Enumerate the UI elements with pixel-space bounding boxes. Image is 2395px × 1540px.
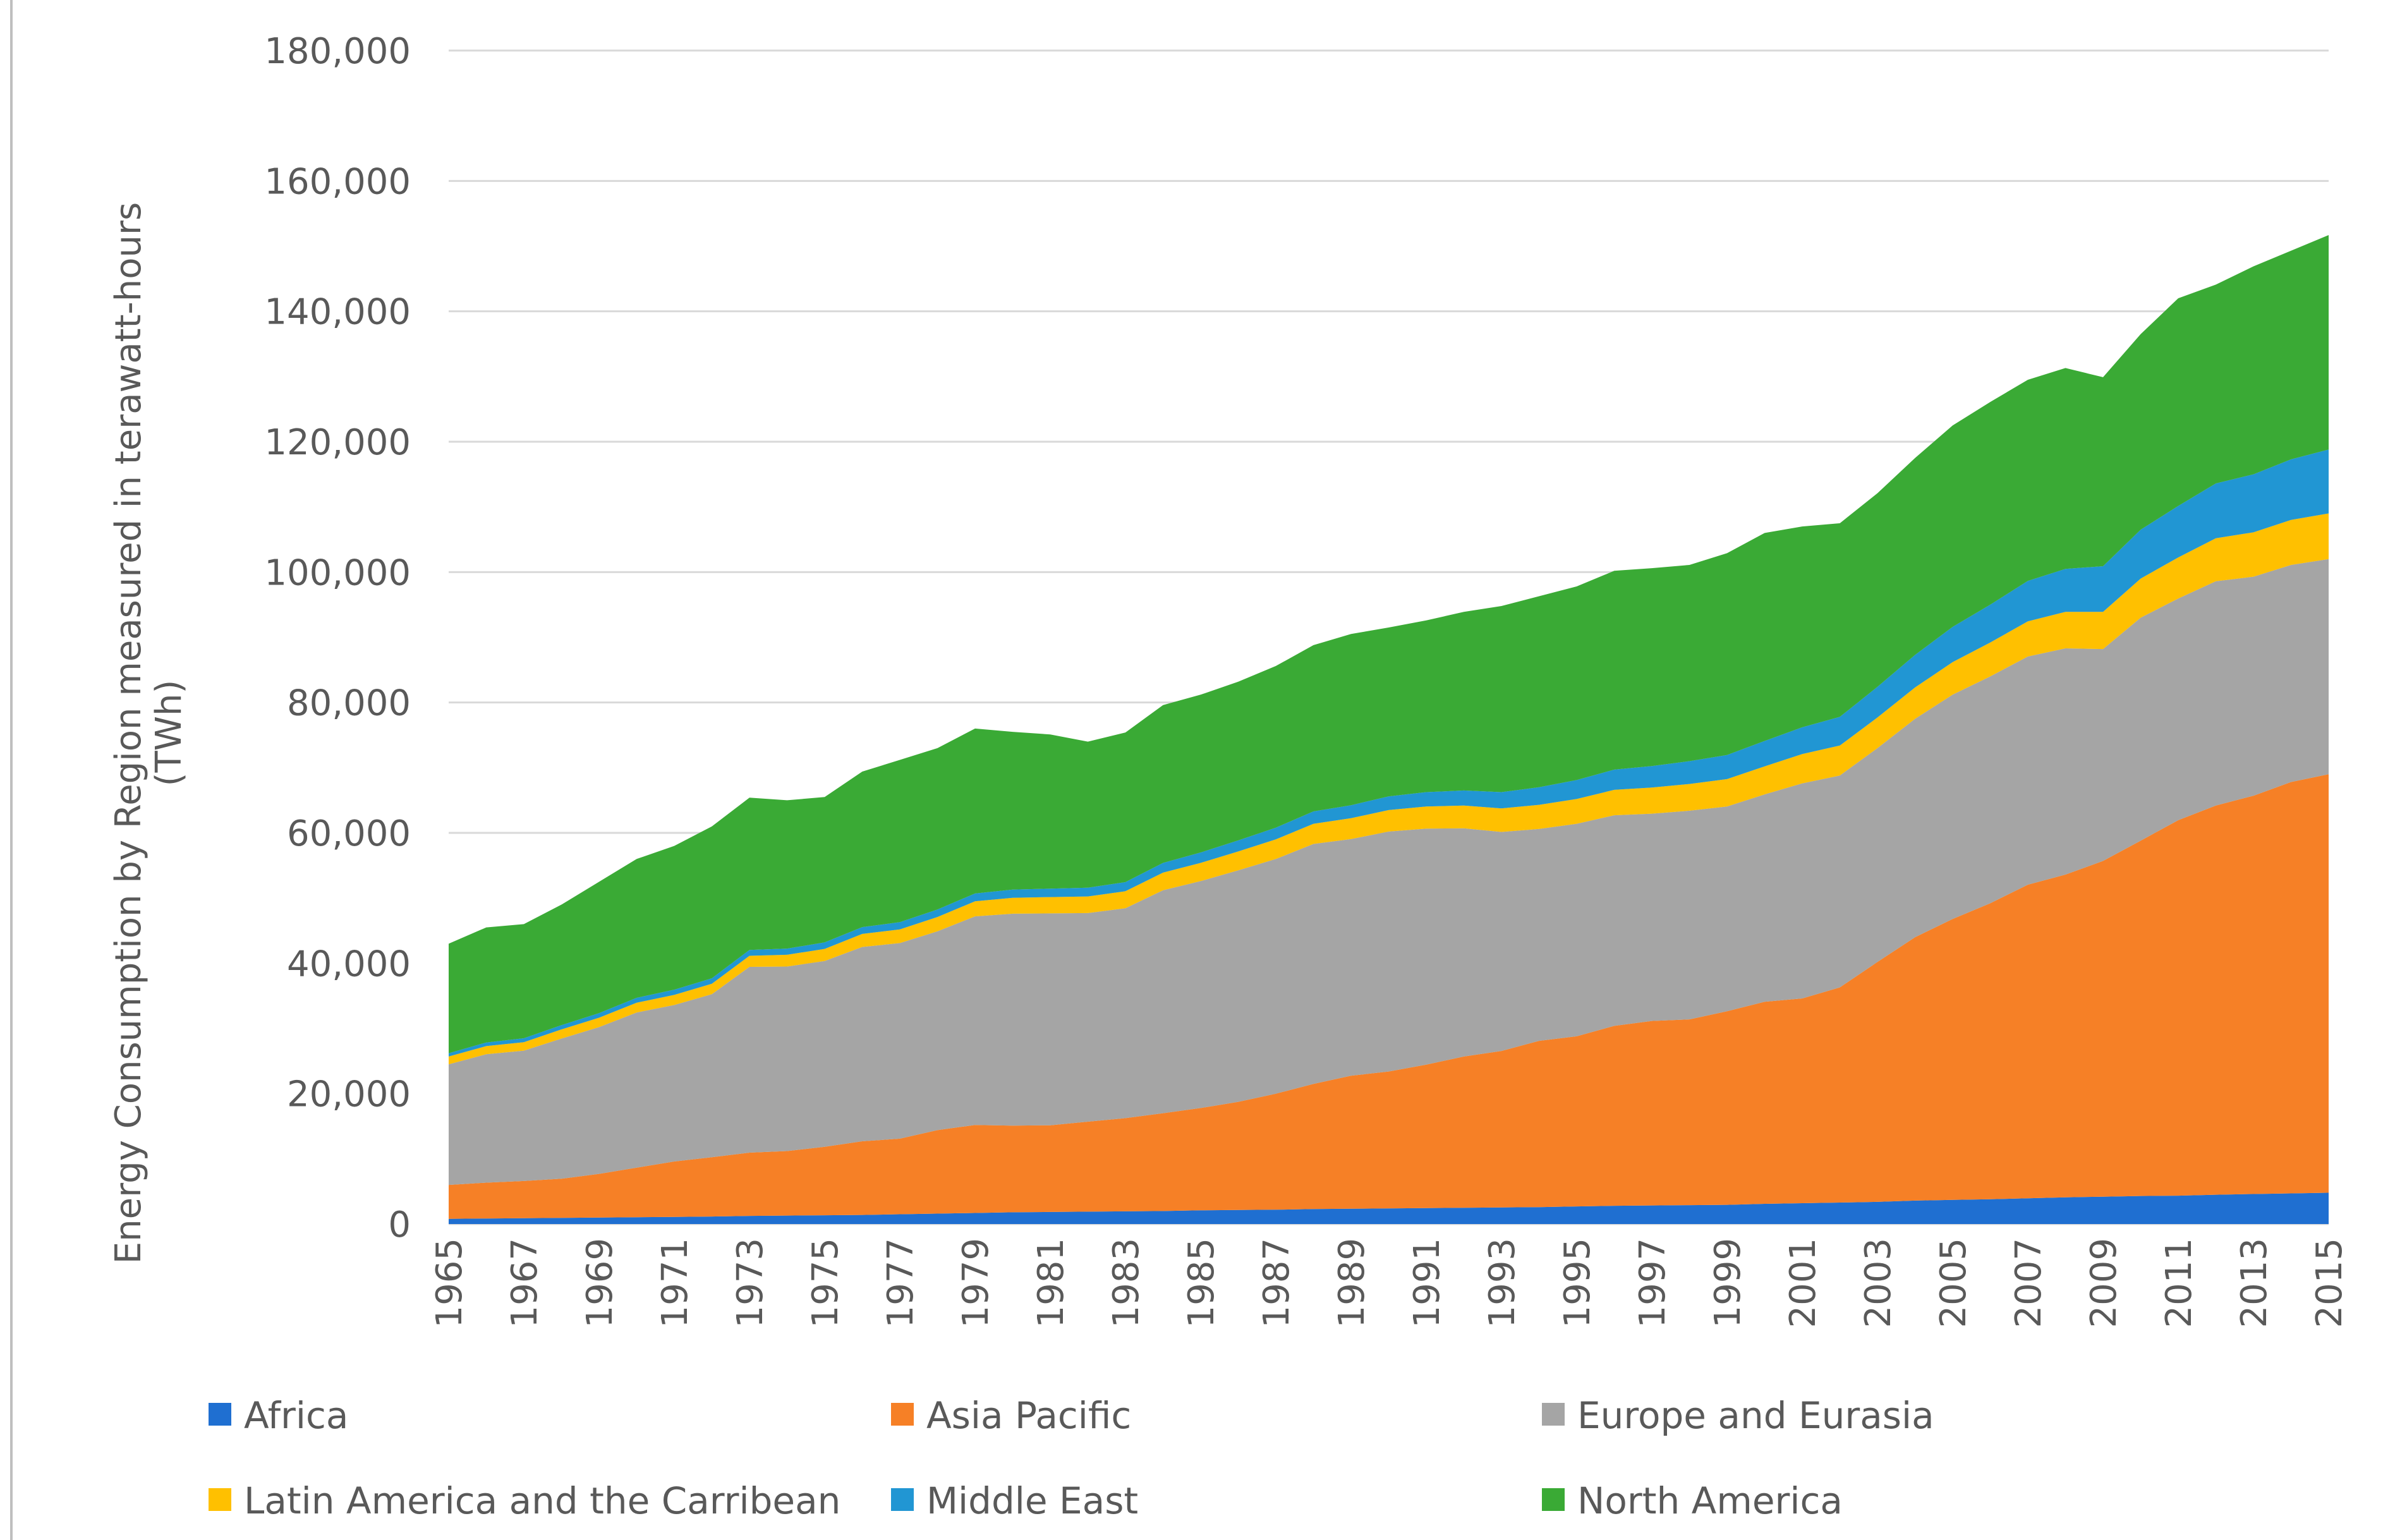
y-tick-label: 120,000 [264, 422, 411, 463]
legend-swatch [209, 1403, 231, 1426]
x-tick-label: 1987 [1256, 1238, 1297, 1328]
x-tick-label: 1999 [1707, 1238, 1749, 1328]
x-tick-label: 1973 [730, 1238, 771, 1328]
x-tick-label: 1969 [579, 1238, 621, 1328]
x-tick-label: 2007 [2008, 1238, 2049, 1328]
y-axis-tick-labels: 0 20,000 40,000 60,000 80,000 100,000 120,000 1… [264, 31, 411, 1246]
area-series-3 [449, 513, 2329, 1065]
x-tick-label: 1995 [1557, 1238, 1598, 1328]
y-tick-label: 180,000 [264, 31, 411, 72]
x-tick-label: 2013 [2234, 1238, 2275, 1328]
x-tick-label: 1967 [504, 1238, 545, 1328]
legend-swatch [891, 1403, 914, 1426]
x-tick-label: 1979 [955, 1238, 997, 1328]
y-tick-label: 60,000 [287, 813, 411, 854]
x-tick-label: 1989 [1331, 1238, 1373, 1328]
y-axis-title: Energy Consumption by Region measured in… [108, 202, 190, 1264]
legend-label: Latin America and the Carribean [244, 1479, 840, 1522]
x-tick-label: 2015 [2309, 1238, 2350, 1328]
y-axis-title-line-1: Energy Consumption by Region measured in… [108, 202, 149, 1264]
legend-label: Middle East [926, 1479, 1138, 1522]
y-tick-label: 20,000 [287, 1074, 411, 1115]
x-axis-tick-labels: 1965 1967 1969 1971 1973 1975 1977 1979 1981 1983… [429, 1238, 2350, 1328]
area-series-2 [449, 559, 2329, 1185]
legend-swatch [891, 1488, 914, 1511]
x-tick-label: 2003 [1858, 1238, 1899, 1328]
y-tick-label: 40,000 [287, 943, 411, 985]
y-tick-label: 140,000 [264, 292, 411, 333]
x-tick-label: 1991 [1407, 1238, 1448, 1328]
area-series [449, 235, 2329, 1224]
x-tick-label: 1985 [1181, 1238, 1222, 1328]
y-tick-label: 100,000 [264, 552, 411, 593]
x-tick-label: 1981 [1031, 1238, 1072, 1328]
x-tick-label: 2009 [2083, 1238, 2125, 1328]
x-tick-label: 2011 [2159, 1238, 2200, 1328]
area-series-5 [449, 235, 2329, 1053]
x-tick-label: 2001 [1783, 1238, 1824, 1328]
y-tick-label: 160,000 [264, 161, 411, 202]
legend-label: Europe and Eurasia [1577, 1394, 1934, 1437]
area-series-1 [449, 774, 2329, 1219]
x-tick-label: 1965 [429, 1238, 470, 1328]
x-tick-label: 2005 [1933, 1238, 1974, 1328]
y-tick-label: 80,000 [287, 683, 411, 724]
area-series-0 [449, 1192, 2329, 1224]
legend-swatch [1542, 1403, 1565, 1426]
y-tick-label: 0 [388, 1204, 411, 1246]
x-tick-label: 1971 [655, 1238, 696, 1328]
legend-label: Asia Pacific [926, 1394, 1131, 1437]
legend-swatch [209, 1488, 231, 1511]
x-tick-label: 1975 [805, 1238, 846, 1328]
x-tick-label: 1993 [1482, 1238, 1523, 1328]
legend: Africa Asia Pacific Europe and Eurasia Lati… [209, 1394, 1934, 1522]
legend-label: North America [1577, 1479, 1843, 1522]
x-tick-label: 1983 [1106, 1238, 1147, 1328]
x-tick-label: 1997 [1632, 1238, 1673, 1328]
x-tick-label: 1977 [880, 1238, 921, 1328]
y-axis-title-line-2: (TWh) [149, 680, 190, 787]
legend-swatch [1542, 1488, 1565, 1511]
legend-label: Africa [244, 1394, 348, 1437]
